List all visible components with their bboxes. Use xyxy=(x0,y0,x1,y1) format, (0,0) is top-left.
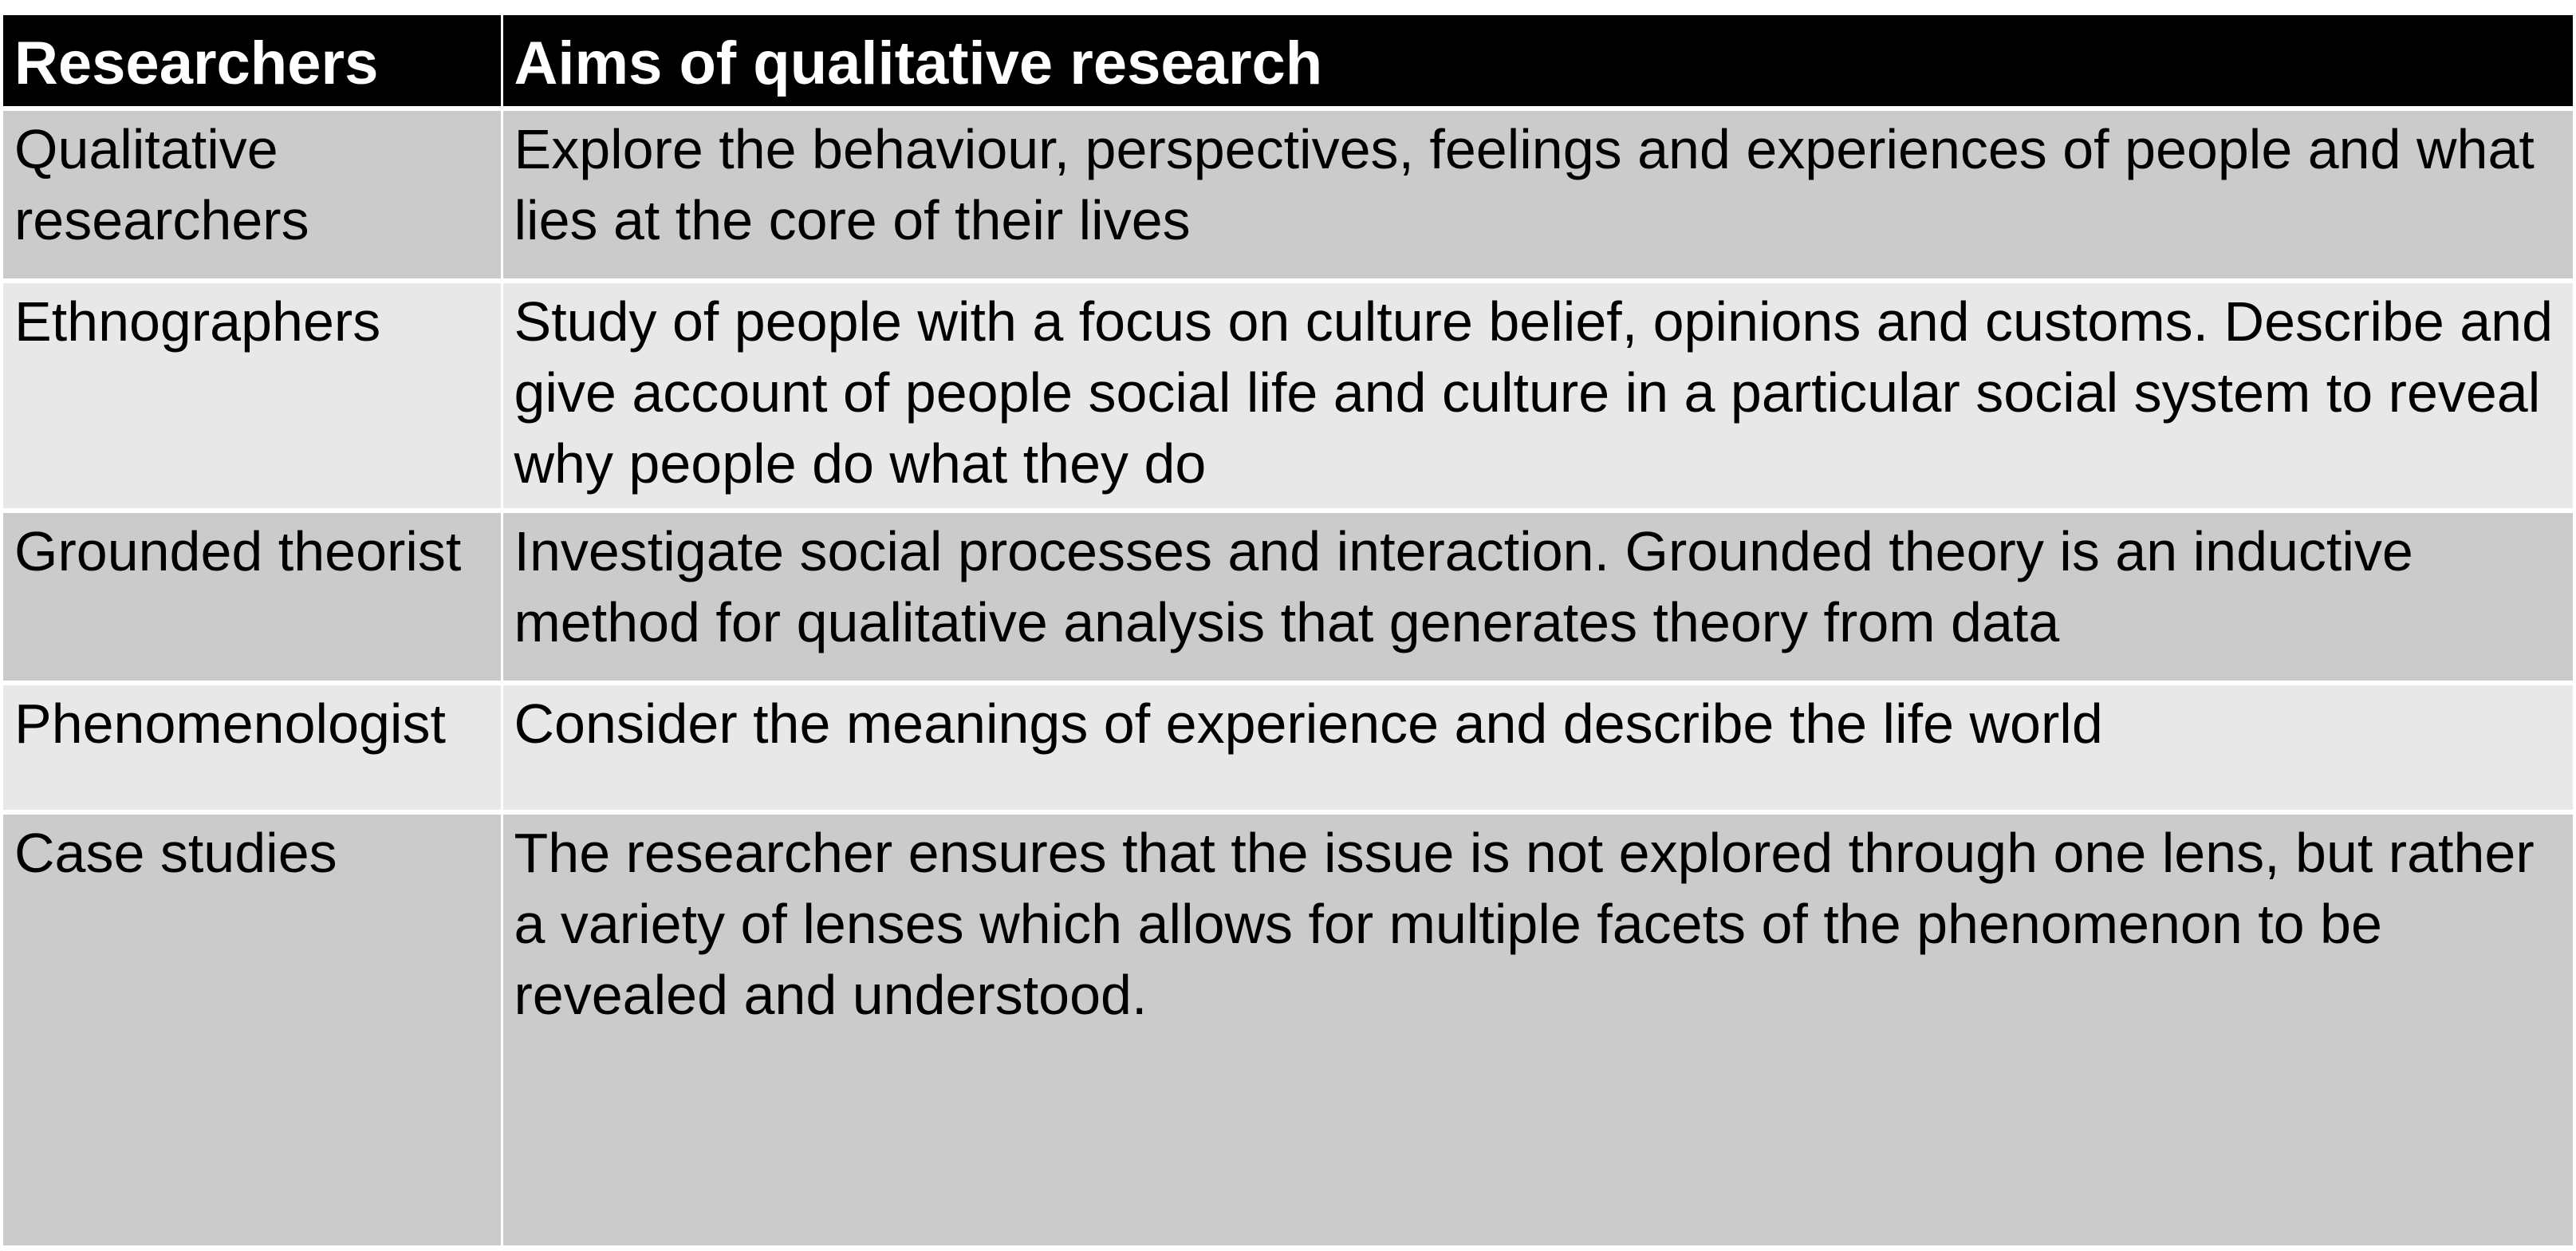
researcher-cell: Phenomenologist xyxy=(3,683,503,815)
table-row: Ethnographers Study of people with a foc… xyxy=(3,281,2573,513)
table-row: Grounded theorist Investigate social pro… xyxy=(3,511,2573,685)
header-row: Researchers Aims of qualitative research xyxy=(3,15,2573,111)
research-aims-table-container: Researchers Aims of qualitative research… xyxy=(3,15,2573,1245)
aim-cell: Consider the meanings of experience and … xyxy=(502,683,2573,815)
researcher-cell: Ethnographers xyxy=(3,281,503,513)
table-row: Phenomenologist Consider the meanings of… xyxy=(3,683,2573,815)
table-body: Qualitative researchers Explore the beha… xyxy=(3,109,2573,1245)
table-row: Case studies The researcher ensures that… xyxy=(3,812,2573,1245)
research-aims-table: Researchers Aims of qualitative research… xyxy=(3,15,2573,1245)
researcher-cell: Qualitative researchers xyxy=(3,109,503,283)
aim-cell: Investigate social processes and interac… xyxy=(502,511,2573,685)
aim-cell: Explore the behaviour, perspectives, fee… xyxy=(502,109,2573,283)
table-header: Researchers Aims of qualitative research xyxy=(3,15,2573,111)
table-row: Qualitative researchers Explore the beha… xyxy=(3,109,2573,283)
researcher-cell: Case studies xyxy=(3,812,503,1245)
aim-cell: The researcher ensures that the issue is… xyxy=(502,812,2573,1245)
header-researchers: Researchers xyxy=(3,15,503,111)
header-aims: Aims of qualitative research xyxy=(502,15,2573,111)
researcher-cell: Grounded theorist xyxy=(3,511,503,685)
aim-cell: Study of people with a focus on culture … xyxy=(502,281,2573,513)
